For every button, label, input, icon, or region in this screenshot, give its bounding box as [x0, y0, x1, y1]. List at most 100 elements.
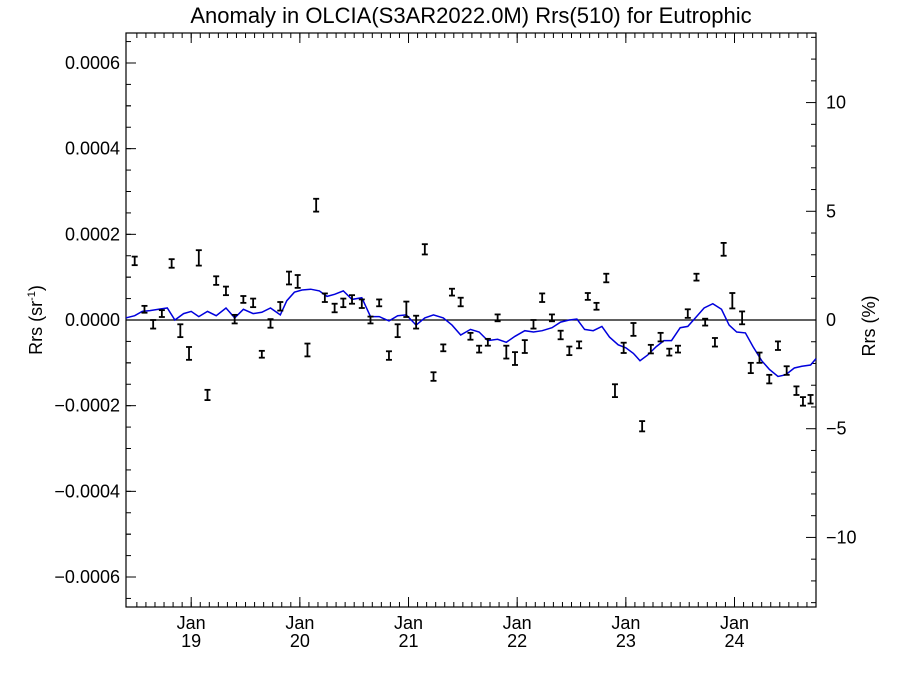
- x-tick-year: 23: [616, 631, 636, 651]
- error-bar-point: [711, 337, 718, 348]
- chart-title: Anomaly in OLCIA(S3AR2022.0M) Rrs(510) f…: [190, 3, 751, 28]
- error-bar-point: [512, 351, 519, 366]
- error-bar-point: [576, 340, 583, 350]
- error-bar-point: [204, 388, 211, 402]
- right-tick-label: −10: [826, 527, 857, 547]
- error-bar-point: [729, 292, 736, 310]
- left-axis-label-text: Rrs (sr: [26, 301, 46, 355]
- error-bar-point: [258, 349, 265, 359]
- error-bar-point: [630, 322, 637, 337]
- x-tick-month: Jan: [503, 613, 532, 633]
- error-bar-point: [430, 371, 437, 382]
- right-axis-label: Rrs (%): [859, 296, 879, 357]
- left-axis-label-sup: -1: [26, 291, 38, 301]
- error-bar-point: [702, 317, 709, 327]
- right-tick-label: 5: [826, 201, 836, 221]
- error-bar-point: [593, 301, 600, 311]
- error-bar-point: [774, 340, 781, 351]
- svg-text:Rrs (sr-1): Rrs (sr-1): [26, 285, 46, 355]
- x-tick-month: Jan: [611, 613, 640, 633]
- left-tick-label: 0.0002: [65, 224, 120, 244]
- error-bar-point: [186, 346, 193, 361]
- error-bar-point: [566, 345, 573, 357]
- error-bar-point: [385, 350, 392, 361]
- x-tick-month: Jan: [394, 613, 423, 633]
- error-bar-point: [294, 274, 301, 289]
- error-bar-point: [494, 313, 501, 323]
- error-bar-point: [267, 318, 274, 329]
- error-bar-point: [557, 329, 564, 341]
- error-bar-point: [131, 255, 138, 267]
- error-bar-point: [684, 308, 691, 319]
- right-tick-label: 0: [826, 310, 836, 330]
- error-bar-point: [448, 287, 455, 297]
- error-bar-point: [158, 309, 165, 318]
- error-bar-point: [340, 297, 347, 309]
- error-bar-point: [675, 344, 681, 354]
- left-tick-label: −0.0004: [54, 481, 120, 501]
- error-bar-point: [548, 313, 555, 323]
- x-tick-year: 21: [399, 631, 419, 651]
- error-bar-point: [657, 331, 664, 343]
- x-tick-month: Jan: [720, 613, 749, 633]
- error-bar-point: [313, 197, 320, 213]
- plot-area: 0.0006 0.0004 0.0002 0.0000 −0.0002 −0.0004 −0…: [54, 32, 857, 651]
- x-tick-month: Jan: [177, 613, 206, 633]
- error-bar-point: [747, 361, 754, 375]
- error-bar-point: [240, 295, 247, 304]
- error-bar-point: [793, 385, 800, 396]
- error-bar-point: [349, 294, 356, 305]
- error-bar-point: [141, 304, 148, 314]
- error-bar-point: [403, 300, 410, 318]
- error-bar-point: [413, 314, 420, 330]
- error-bar-point: [376, 298, 383, 308]
- error-bar-point: [440, 343, 447, 353]
- error-bar-point: [467, 331, 474, 341]
- left-tick-label: −0.0002: [54, 396, 120, 416]
- x-tick-year: 22: [507, 631, 527, 651]
- error-bar-point: [231, 313, 238, 325]
- error-bar-point: [756, 351, 763, 364]
- error-bar-point: [195, 249, 202, 267]
- error-bar-point: [620, 341, 627, 354]
- error-bar-point: [739, 310, 746, 326]
- right-tick-label: 10: [826, 93, 846, 113]
- left-tick-label: −0.0006: [54, 567, 120, 587]
- error-bar-point: [530, 319, 537, 330]
- error-bar-point: [720, 241, 727, 257]
- smoothed-anomaly-line: [125, 288, 817, 378]
- error-bar-point: [611, 383, 618, 399]
- error-bar-point: [285, 270, 292, 286]
- left-axis-label: Rrs (sr-1): [26, 285, 46, 355]
- error-bar-point: [394, 323, 401, 339]
- error-bar-point: [693, 272, 700, 282]
- left-axis-label-end: ): [26, 285, 46, 291]
- error-bar-point: [213, 275, 220, 286]
- error-bar-point: [647, 343, 654, 355]
- error-bar-point: [766, 373, 773, 385]
- error-bar-point: [457, 296, 464, 308]
- error-bar-point: [783, 365, 790, 376]
- error-bar-point: [476, 344, 483, 354]
- error-bar-point: [331, 302, 338, 314]
- error-bar-point: [521, 339, 528, 354]
- error-bar-point: [304, 342, 311, 358]
- x-tick-month: Jan: [285, 613, 314, 633]
- error-bar-point: [222, 285, 229, 297]
- left-tick-label: 0.0006: [65, 53, 120, 73]
- error-bar-point: [177, 323, 184, 339]
- error-bar-point: [484, 337, 491, 347]
- error-bar-point: [503, 344, 510, 360]
- error-bar-point: [584, 292, 591, 301]
- left-tick-label: 0.0004: [65, 139, 120, 159]
- error-bar-point: [807, 394, 814, 405]
- error-bar-point: [367, 315, 374, 325]
- right-tick-label: −5: [826, 419, 847, 439]
- error-bar-point: [168, 258, 175, 269]
- error-bar-point: [603, 272, 610, 284]
- error-bar-point: [321, 292, 328, 303]
- error-bar-point: [666, 347, 673, 357]
- error-bar-point: [639, 420, 646, 433]
- x-tick-year: 20: [290, 631, 310, 651]
